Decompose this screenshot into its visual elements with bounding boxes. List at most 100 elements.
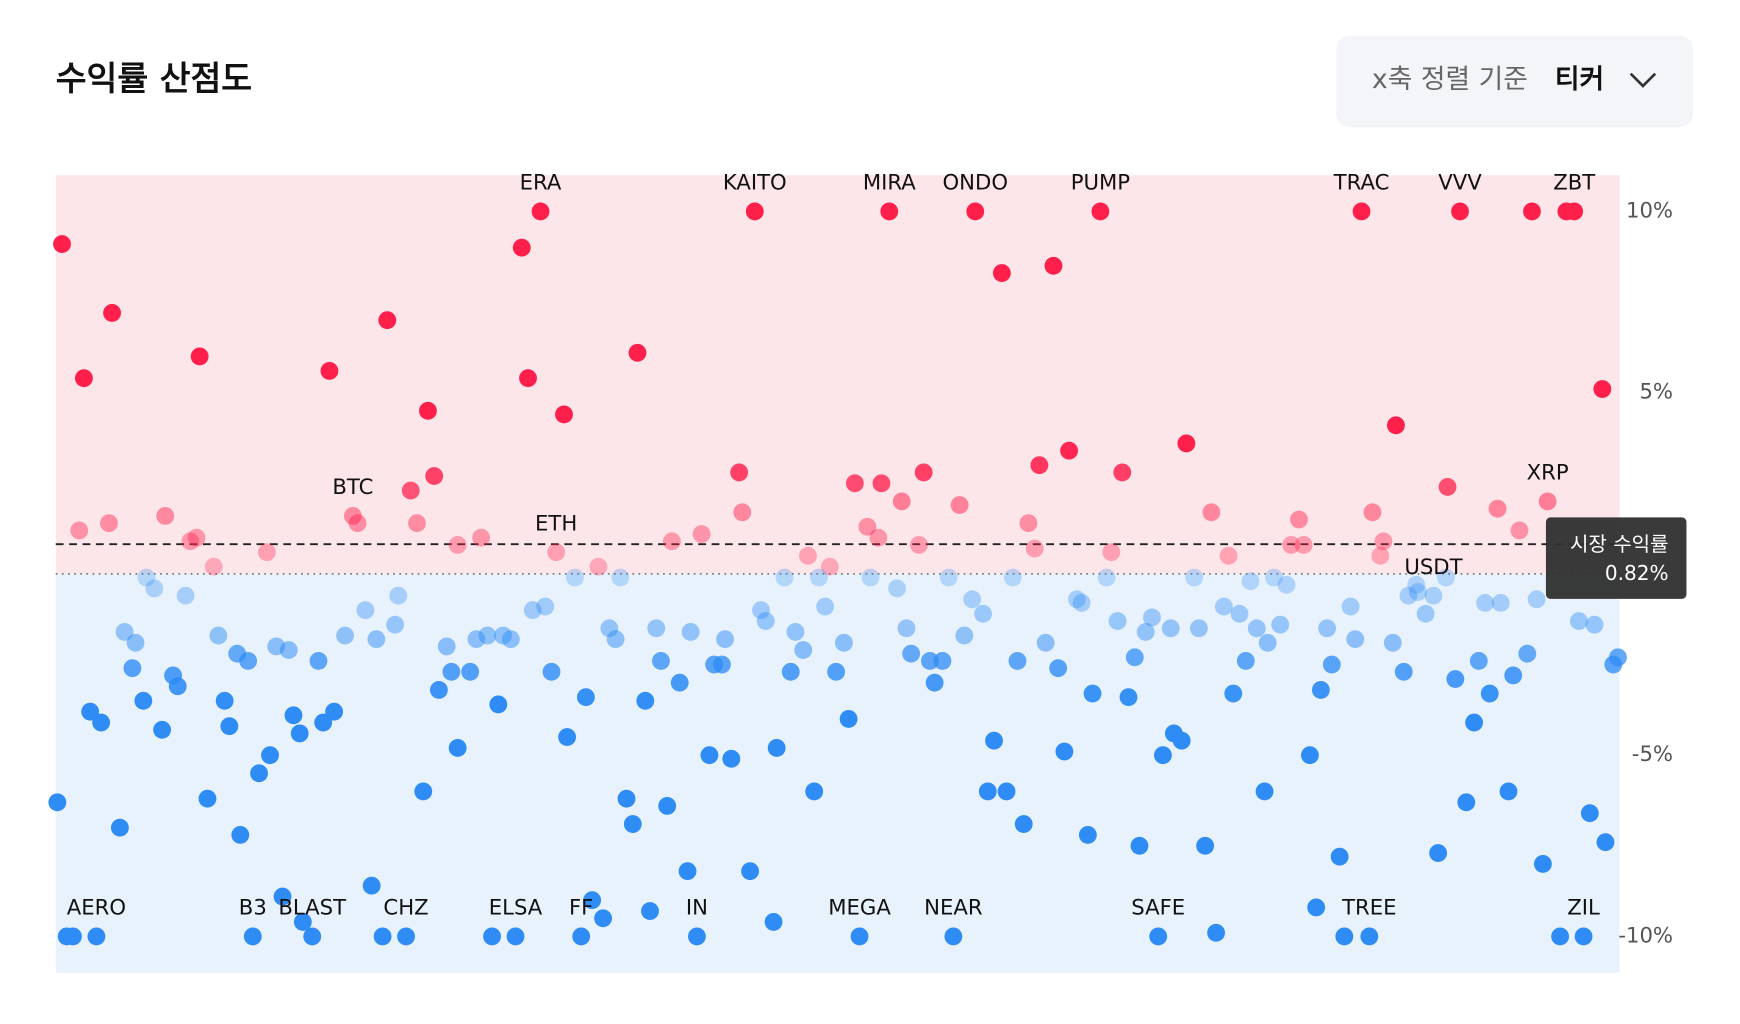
data-point xyxy=(92,713,111,732)
data-point xyxy=(501,630,520,649)
data-point xyxy=(1363,503,1382,522)
data-point xyxy=(70,521,89,540)
data-point xyxy=(1072,593,1091,612)
data-point xyxy=(1255,782,1274,801)
data-point xyxy=(892,492,911,511)
data-point xyxy=(261,746,279,765)
data-point xyxy=(670,673,689,692)
data-point xyxy=(145,579,164,598)
data-point xyxy=(713,655,731,674)
data-point xyxy=(414,782,433,801)
data-point xyxy=(378,311,397,330)
y-tick-label: -5% xyxy=(1632,741,1673,766)
data-point xyxy=(215,691,234,710)
data-point xyxy=(478,626,497,645)
data-point xyxy=(910,535,928,554)
data-point xyxy=(1055,742,1074,761)
data-point xyxy=(356,601,375,620)
data-point xyxy=(775,568,794,587)
data-point xyxy=(745,202,764,221)
data-point xyxy=(519,369,537,388)
data-point xyxy=(583,891,602,910)
data-point xyxy=(858,517,877,536)
data-point xyxy=(1352,202,1371,221)
data-point xyxy=(137,568,156,587)
data-point xyxy=(1499,782,1518,801)
data-point xyxy=(442,662,461,681)
data-point xyxy=(1346,630,1365,649)
point-label: NEAR xyxy=(924,895,983,920)
data-point xyxy=(1580,804,1599,823)
data-point xyxy=(920,651,939,670)
data-point xyxy=(1394,662,1413,681)
data-point xyxy=(1149,927,1168,946)
data-point xyxy=(419,401,437,420)
data-point xyxy=(1523,202,1541,221)
data-point xyxy=(1102,543,1121,562)
data-point xyxy=(1311,680,1330,699)
data-point xyxy=(320,361,339,380)
point-label: VVV xyxy=(1438,170,1482,195)
chevron xyxy=(1629,72,1657,88)
data-point xyxy=(839,709,858,728)
data-point xyxy=(1185,568,1204,587)
data-point xyxy=(239,651,258,670)
data-point xyxy=(64,927,82,946)
data-point xyxy=(617,789,636,808)
data-point xyxy=(914,463,933,482)
data-point xyxy=(1136,622,1155,641)
data-point xyxy=(722,749,741,768)
data-point xyxy=(944,927,963,946)
data-point xyxy=(1119,688,1138,707)
data-point xyxy=(1014,815,1033,833)
data-point xyxy=(1386,416,1405,435)
data-point xyxy=(1538,492,1557,511)
data-point xyxy=(1153,746,1172,765)
dropdown-box[interactable] xyxy=(1336,35,1694,128)
data-point xyxy=(1504,666,1523,685)
data-point xyxy=(1510,521,1529,540)
sort-dropdown[interactable]: x축 정렬 기준 티커 xyxy=(1336,35,1694,128)
data-point xyxy=(1437,568,1455,587)
data-point xyxy=(1518,644,1537,663)
data-point xyxy=(730,463,749,482)
data-point xyxy=(74,369,93,388)
point-label: ZIL xyxy=(1567,895,1600,920)
data-point xyxy=(1008,651,1027,670)
data-point xyxy=(401,481,420,500)
point-label: FF xyxy=(569,895,593,920)
data-point xyxy=(325,702,344,721)
data-point xyxy=(425,467,444,485)
data-point xyxy=(978,782,997,801)
data-point xyxy=(1574,927,1593,946)
data-point xyxy=(250,764,268,783)
data-point xyxy=(1585,615,1604,634)
point-label: B3 xyxy=(239,895,267,920)
data-point xyxy=(1125,648,1144,667)
data-point xyxy=(834,633,853,652)
data-point xyxy=(1294,535,1313,554)
data-point xyxy=(756,612,775,630)
data-point xyxy=(555,405,573,424)
tooltip-box xyxy=(1545,517,1687,599)
data-point xyxy=(955,626,974,645)
point-label: ERA xyxy=(520,170,562,195)
data-point xyxy=(1049,659,1068,678)
data-point xyxy=(1161,619,1180,638)
data-point xyxy=(897,619,916,638)
point-label: TREE xyxy=(1341,895,1396,920)
data-point xyxy=(1416,604,1435,623)
data-point xyxy=(489,695,508,714)
data-point xyxy=(1207,923,1226,942)
data-point xyxy=(1451,202,1469,221)
data-point xyxy=(1446,670,1465,688)
data-point xyxy=(888,579,907,598)
tooltip-value: 0.82% xyxy=(1605,561,1669,585)
data-point xyxy=(872,474,891,493)
data-point xyxy=(336,626,354,645)
data-point xyxy=(687,927,706,946)
tooltip-label: 시장 수익률 xyxy=(1570,532,1669,556)
data-point xyxy=(1424,586,1443,605)
data-point xyxy=(1003,568,1022,587)
data-point xyxy=(448,535,467,554)
